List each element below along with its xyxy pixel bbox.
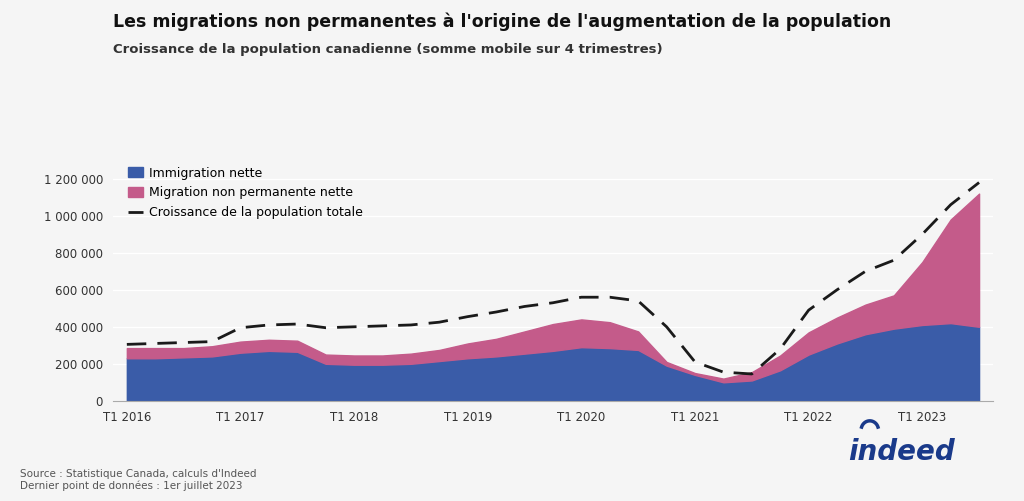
- Legend: Immigration nette, Migration non permanente nette, Croissance de la population t: Immigration nette, Migration non permane…: [128, 166, 362, 219]
- Text: Source : Statistique Canada, calculs d'Indeed
Dernier point de données : 1er jui: Source : Statistique Canada, calculs d'I…: [20, 469, 257, 491]
- Text: Les migrations non permanentes à l'origine de l'augmentation de la population: Les migrations non permanentes à l'origi…: [113, 13, 891, 31]
- Text: Croissance de la population canadienne (somme mobile sur 4 trimestres): Croissance de la population canadienne (…: [113, 43, 663, 56]
- Text: indeed: indeed: [848, 438, 954, 466]
